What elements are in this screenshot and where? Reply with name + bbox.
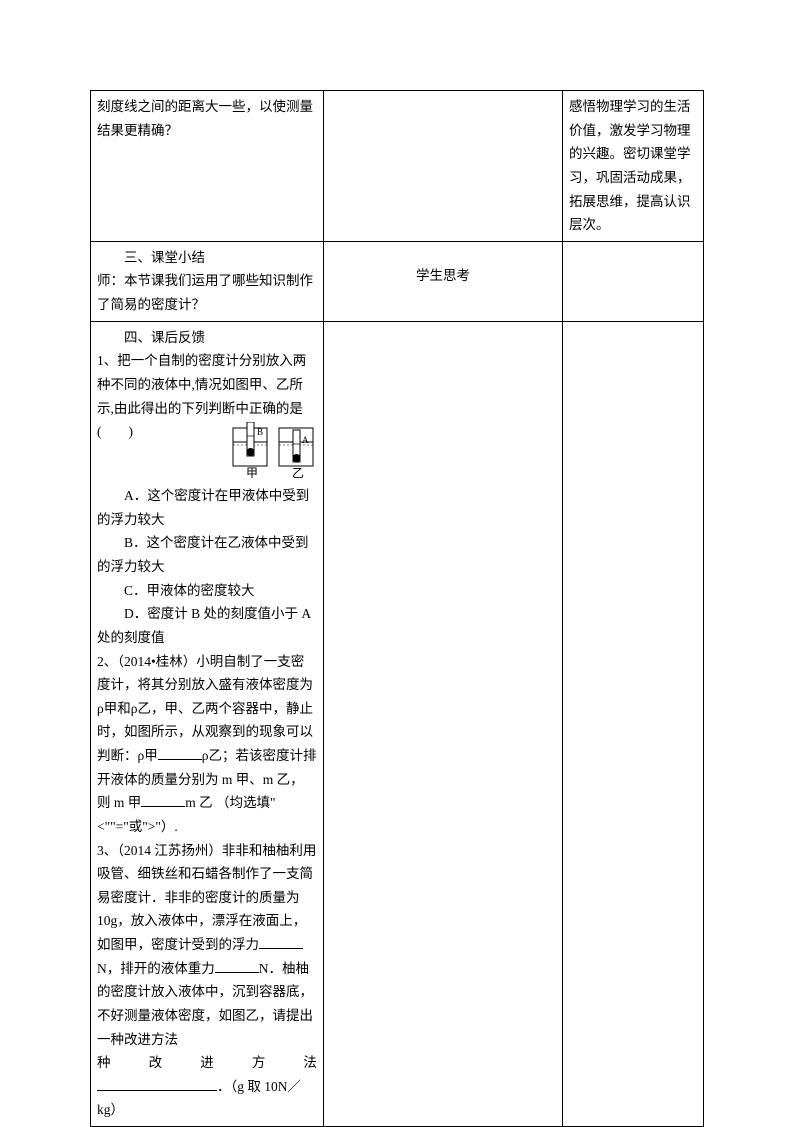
q1: 1、把一个自制的密度计分别放入两种不同的液体中,情况如图甲、乙所示,由此得出的下… xyxy=(97,349,317,444)
q3-method-line: 种 改 进 方 法 xyxy=(97,1051,317,1075)
cell-r3c2 xyxy=(323,321,562,1126)
q1-c: C．甲液体的密度较大 xyxy=(97,579,317,603)
table-row-3: 四、课后反馈 1、把一个自制的密度计分别放入两种不同的液体中,情况如图甲、乙所示… xyxy=(91,321,704,1126)
cell-r2c1: 三、课堂小结 师：本节课我们运用了哪些知识制作了简易的密度计？ xyxy=(91,241,324,321)
blank-2 xyxy=(141,793,185,808)
r1c3-text: 感悟物理学习的生活价值，激发学习物理的兴趣。密切课堂学习，巩固活动成果，拓展思维… xyxy=(569,99,691,232)
blank-1 xyxy=(158,746,202,761)
label-jia: 甲 xyxy=(246,466,258,480)
table-row-1: 刻度线之间的距离大一些，以使测量结果更精确？ 感悟物理学习的生活价值，激发学习物… xyxy=(91,91,704,242)
r2-heading: 三、课堂小结 xyxy=(97,246,317,270)
q2: 2、（2014•桂林）小明自制了一支密度计，将其分别放入盛有液体密度为ρ甲和ρ乙… xyxy=(97,650,317,839)
table-row-2: 三、课堂小结 师：本节课我们运用了哪些知识制作了简易的密度计？ 学生思考 xyxy=(91,241,704,321)
blank-4 xyxy=(215,958,259,973)
q3: 3、（2014 江苏扬州）非非和柚柚利用吸管、细铁丝和石蜡各制作了一支简易密度计… xyxy=(97,839,317,1123)
beaker-diagram: B 甲 A 乙 xyxy=(229,422,317,482)
r3-heading: 四、课后反馈 xyxy=(97,326,317,350)
diagram-svg: B 甲 A 乙 xyxy=(229,422,317,482)
page: 刻度线之间的距离大一些，以使测量结果更精确？ 感悟物理学习的生活价值，激发学习物… xyxy=(0,0,794,1123)
q3-p2: N，排开的液体重力 xyxy=(97,961,215,976)
q1-a: A．这个密度计在甲液体中受到的浮力较大 xyxy=(97,484,317,531)
label-a: A xyxy=(302,435,309,445)
label-b: B xyxy=(257,427,263,437)
cell-r3c3 xyxy=(563,321,704,1126)
q2-p1: 2、（2014•桂林）小明自制了一支密度计，将其分别放入盛有液体密度为ρ甲和ρ乙… xyxy=(97,654,313,764)
q1-d: D．密度计 B 处的刻度值小于 A 处的刻度值 xyxy=(97,602,317,649)
cell-r2c3 xyxy=(563,241,704,321)
blank-5 xyxy=(97,1076,217,1091)
cell-r3c1: 四、课后反馈 1、把一个自制的密度计分别放入两种不同的液体中,情况如图甲、乙所示… xyxy=(91,321,324,1126)
r2c2-text: 学生思考 xyxy=(330,246,556,288)
r2-body: 师：本节课我们运用了哪些知识制作了简易的密度计？ xyxy=(97,269,317,316)
cell-r2c2: 学生思考 xyxy=(323,241,562,321)
cell-r1c3: 感悟物理学习的生活价值，激发学习物理的兴趣。密切课堂学习，巩固活动成果，拓展思维… xyxy=(563,91,704,242)
label-yi: 乙 xyxy=(292,466,304,480)
cell-r1c2 xyxy=(323,91,562,242)
q1-b: B．这个密度计在乙液体中受到的浮力较大 xyxy=(97,531,317,578)
blank-3 xyxy=(259,935,303,950)
r1c1-text: 刻度线之间的距离大一些，以使测量结果更精确？ xyxy=(97,99,313,138)
cell-r1c1: 刻度线之间的距离大一些，以使测量结果更精确？ xyxy=(91,91,324,242)
main-table: 刻度线之间的距离大一些，以使测量结果更精确？ 感悟物理学习的生活价值，激发学习物… xyxy=(90,90,704,1127)
